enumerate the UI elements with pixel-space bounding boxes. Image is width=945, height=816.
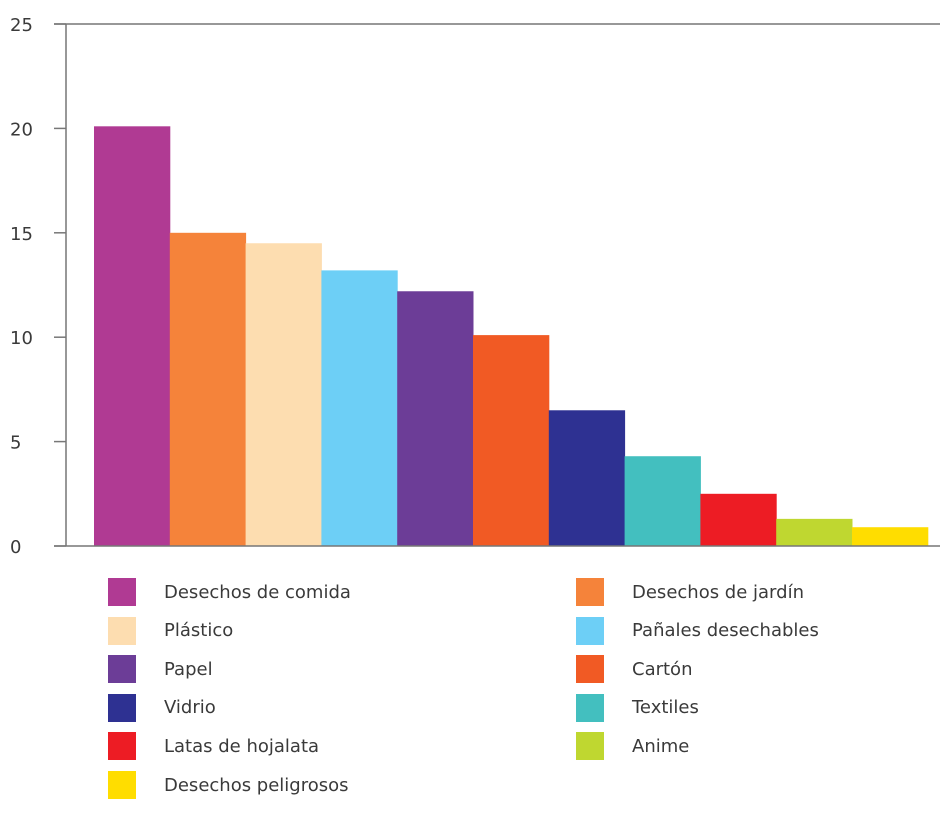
legend-item: Anime	[576, 731, 689, 761]
legend-swatch	[576, 616, 604, 645]
bar	[852, 527, 929, 546]
bar	[776, 518, 853, 546]
y-tick-label: 10	[10, 328, 33, 349]
legend-item: Desechos de jardín	[576, 577, 804, 607]
legend-item: Papel	[108, 654, 213, 684]
legend-item: Desechos peligrosos	[108, 770, 349, 800]
bar	[700, 493, 777, 546]
legend-swatch	[576, 578, 604, 606]
legend-label: Desechos de comida	[164, 581, 351, 603]
legend-label: Latas de hojalata	[164, 735, 320, 757]
legend-swatch	[108, 732, 136, 761]
legend-item: Vidrio	[108, 693, 216, 723]
legend-swatch	[576, 693, 604, 722]
legend-item: Pañales desechables	[576, 616, 819, 646]
legend-label: Desechos de jardín	[632, 581, 804, 603]
legend-item: Plástico	[108, 616, 233, 646]
y-tick-label: 20	[10, 119, 33, 140]
legend-swatch	[576, 732, 604, 761]
bar	[321, 270, 398, 546]
legend-item: Cartón	[576, 654, 692, 684]
legend-swatch	[108, 616, 136, 645]
legend-item: Desechos de comida	[108, 577, 351, 607]
legend-swatch	[108, 693, 136, 722]
bars	[94, 126, 929, 547]
legend-label: Vidrio	[164, 697, 216, 719]
legend-label: Textiles	[632, 697, 699, 719]
bar	[548, 410, 626, 546]
bar	[473, 335, 550, 546]
legend-swatch	[576, 655, 604, 684]
bar	[94, 126, 171, 546]
legend-label: Cartón	[632, 658, 693, 680]
y-tick-label: 15	[10, 224, 33, 245]
y-tick-label: 0	[10, 537, 21, 558]
legend-item: Textiles	[576, 693, 699, 723]
legend-swatch	[108, 655, 136, 684]
legend-label: Anime	[632, 735, 690, 757]
legend-swatch	[108, 578, 136, 606]
legend-swatch	[108, 771, 136, 799]
bar	[397, 291, 474, 546]
legend-label: Pañales desechables	[632, 620, 819, 642]
bar	[245, 243, 322, 547]
bar-chart: 0 5 10 15 20 25	[10, 15, 940, 558]
y-tick-label: 25	[10, 15, 33, 36]
y-axis-ticks: 0 5 10 15 20 25	[10, 15, 66, 558]
legend-label: Desechos peligrosos	[164, 774, 349, 796]
bar	[624, 456, 701, 546]
bar	[169, 232, 247, 547]
y-tick-label: 5	[10, 433, 21, 454]
legend-label: Papel	[164, 658, 213, 680]
legend-label: Plástico	[164, 620, 234, 642]
legend-item: Latas de hojalata	[108, 731, 319, 761]
